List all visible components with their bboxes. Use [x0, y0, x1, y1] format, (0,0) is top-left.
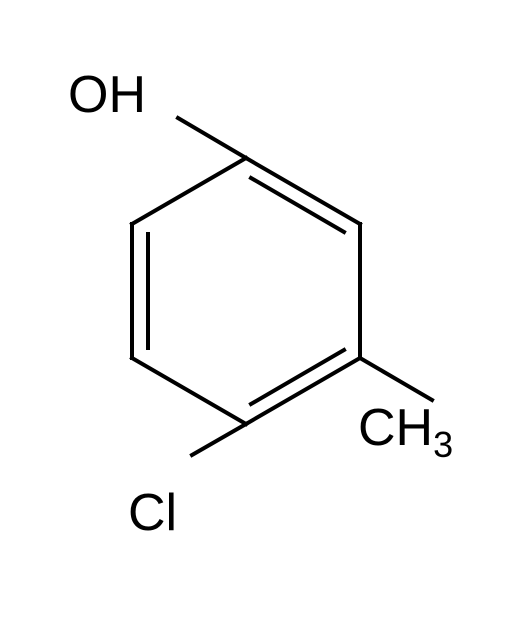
- cl-label: Cl: [128, 484, 177, 542]
- bond-c4-c5: [132, 358, 246, 424]
- bond-c1-oh: [178, 118, 246, 158]
- bond-c6-c1: [132, 158, 246, 224]
- bond-c4-cl: [192, 424, 246, 455]
- oh-label: OH: [68, 66, 146, 124]
- bond-c3-ch3: [360, 358, 432, 400]
- ch3-label: CH3: [358, 399, 453, 465]
- bond-c3-c4-outer: [246, 358, 360, 424]
- molecule-diagram: OH CH3 Cl: [0, 0, 514, 640]
- bond-c1-c2-outer: [246, 158, 360, 224]
